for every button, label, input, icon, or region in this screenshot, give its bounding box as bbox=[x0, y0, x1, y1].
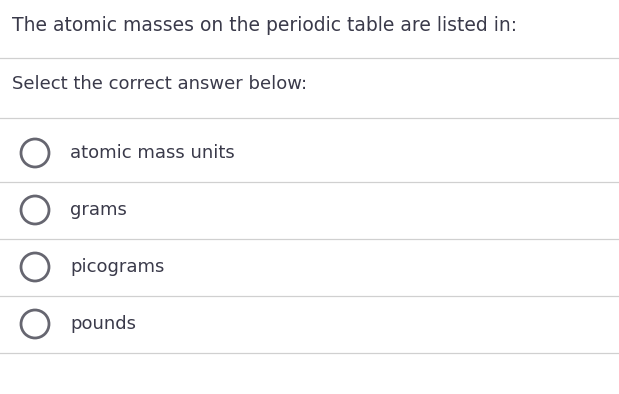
Text: Select the correct answer below:: Select the correct answer below: bbox=[12, 75, 307, 93]
Text: grams: grams bbox=[70, 201, 127, 219]
Text: picograms: picograms bbox=[70, 258, 165, 276]
Text: pounds: pounds bbox=[70, 315, 136, 333]
Text: The atomic masses on the periodic table are listed in:: The atomic masses on the periodic table … bbox=[12, 16, 517, 35]
Text: atomic mass units: atomic mass units bbox=[70, 144, 235, 162]
